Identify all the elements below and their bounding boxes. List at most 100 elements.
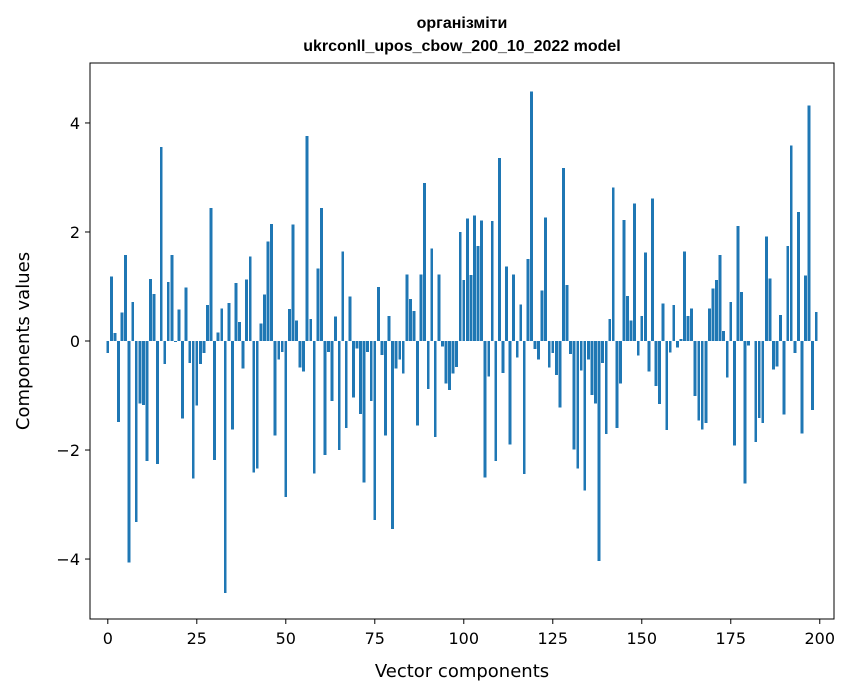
bar (209, 208, 213, 341)
bar (248, 256, 252, 341)
bar (141, 341, 145, 405)
bar (643, 252, 647, 341)
bar (629, 320, 633, 341)
bar (124, 254, 128, 341)
bar (259, 323, 263, 341)
bar (263, 294, 266, 341)
x-tick-label: 200 (804, 629, 835, 648)
bar (458, 231, 462, 341)
bar (120, 312, 124, 341)
bar (391, 341, 395, 530)
bar (149, 278, 152, 341)
bar (127, 341, 131, 563)
bar (291, 224, 295, 341)
bar (330, 341, 334, 401)
bar (697, 341, 701, 421)
bar (522, 341, 526, 474)
bar (284, 341, 288, 497)
bar (298, 341, 302, 368)
bar (302, 341, 306, 372)
bar (198, 341, 202, 364)
bar (775, 341, 779, 367)
bar (220, 308, 224, 341)
bar (195, 341, 199, 406)
bar (216, 332, 220, 341)
bar (700, 341, 704, 430)
bar (658, 341, 661, 405)
bar (398, 341, 402, 360)
bar (451, 341, 455, 374)
chart-title: організміти (417, 15, 508, 32)
bar (796, 211, 800, 341)
bar (170, 254, 174, 341)
bar (743, 341, 747, 484)
bar (690, 308, 694, 341)
y-axis-label: Components values (13, 252, 34, 430)
bar (618, 341, 622, 384)
bar (651, 198, 654, 341)
x-tick-label: 100 (449, 629, 480, 648)
bar (494, 341, 498, 461)
bar (455, 341, 459, 368)
bar (533, 341, 537, 350)
x-tick-label: 50 (276, 629, 296, 648)
bar (373, 341, 377, 520)
bar (234, 283, 238, 341)
bar (544, 217, 548, 341)
bar (359, 341, 362, 415)
bar (640, 315, 644, 341)
bar (416, 341, 419, 426)
bar (465, 218, 469, 341)
bar (448, 341, 451, 391)
x-axis-ticks: 0 25 50 75 100 125 150 175 200 (103, 619, 835, 648)
bar (287, 308, 291, 341)
bar (654, 341, 658, 387)
bar (732, 341, 736, 446)
x-tick-label: 75 (365, 629, 385, 648)
bar (156, 341, 160, 465)
y-tick-label: 2 (70, 223, 80, 242)
bar (707, 308, 711, 341)
bar (665, 341, 669, 430)
bar (323, 341, 327, 455)
bar (736, 225, 740, 341)
bar (117, 341, 120, 423)
bar (380, 341, 384, 356)
bar (476, 246, 480, 341)
bar (206, 305, 209, 341)
bar (191, 341, 195, 479)
bar (579, 341, 583, 371)
bar (163, 341, 167, 364)
bar (423, 182, 427, 341)
bar (408, 299, 412, 341)
bar (255, 341, 259, 469)
bar (718, 254, 722, 341)
bar (131, 301, 135, 341)
bar (188, 341, 192, 363)
x-tick-label: 150 (626, 629, 657, 648)
bar (113, 332, 117, 341)
y-tick-label: 4 (70, 114, 80, 133)
bar (145, 341, 149, 461)
bar (462, 279, 466, 341)
bar (704, 341, 708, 423)
bar (213, 341, 217, 460)
bar (679, 338, 683, 341)
bar (804, 275, 807, 341)
bar (341, 251, 345, 341)
bar (433, 341, 437, 437)
bar (529, 91, 533, 341)
bar (419, 274, 423, 341)
bar (725, 341, 729, 378)
bar (106, 341, 110, 353)
bar (711, 288, 715, 341)
x-tick-label: 0 (103, 629, 113, 648)
bar (327, 341, 330, 352)
bar (394, 341, 398, 369)
bar (636, 341, 640, 356)
y-axis-ticks: −4 −2 0 2 4 (56, 114, 90, 569)
bar (551, 341, 555, 353)
bar (686, 315, 690, 341)
bar (526, 259, 530, 341)
